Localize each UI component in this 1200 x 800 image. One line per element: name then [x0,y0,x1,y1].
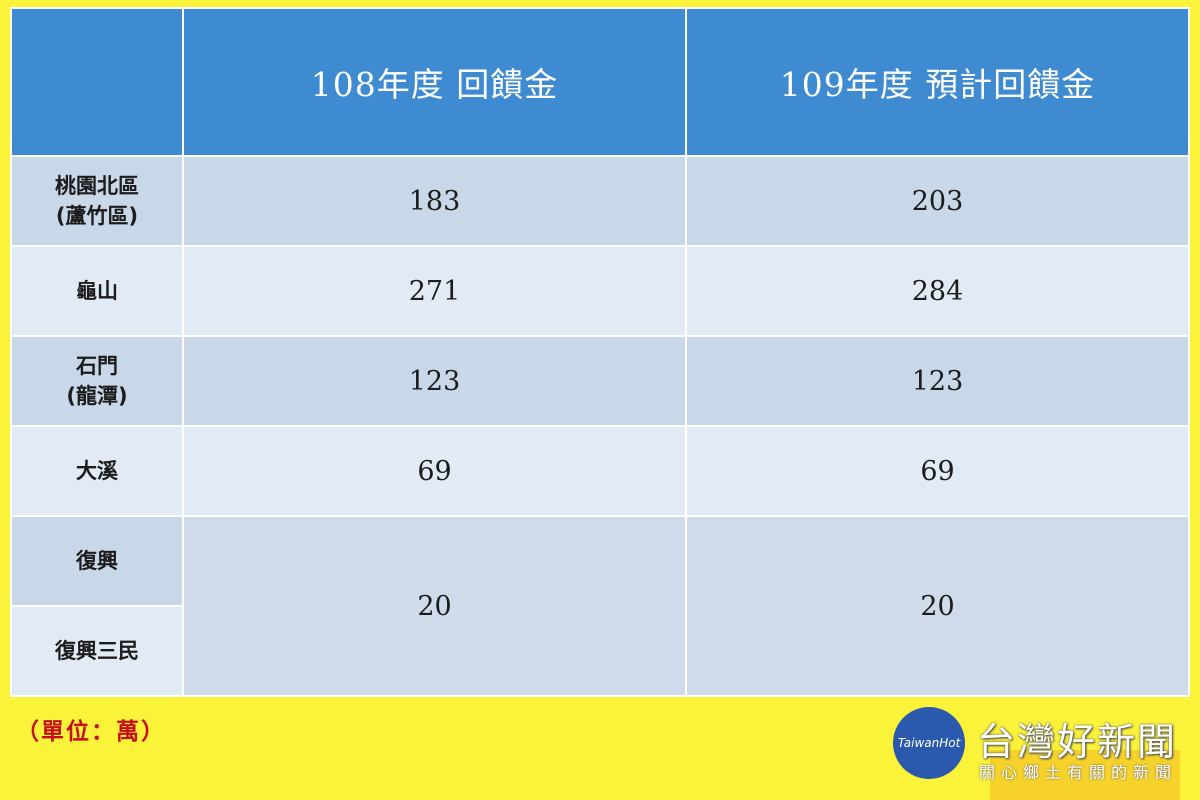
row-label: 石門 (龍潭) [10,335,184,427]
value-109-merged: 20 [685,515,1190,697]
row-label-line1: 石門 [76,354,118,378]
value-109: 69 [685,425,1190,517]
table-header-row: 108年度 回饋金 109年度 預計回饋金 [10,7,1190,157]
value-108: 69 [182,425,687,517]
row-label: 復興三民 [10,605,184,697]
header-108: 108年度 回饋金 [182,7,687,157]
unit-note: （單位：萬） [16,719,166,745]
table-row: 復興 20 20 [10,515,1190,697]
watermark-tagline: 關心鄉土有關的新聞 [979,763,1178,782]
watermark-logo: TaiwanHot 台灣好新聞 關心鄉土有關的新聞 [893,707,1193,800]
row-label: 大溪 [10,425,184,517]
value-108: 183 [182,155,687,247]
table-row: 復興三民 [10,605,1189,697]
value-109: 284 [685,245,1190,337]
taiwanhot-logo-icon: TaiwanHot [893,707,965,779]
background-banner-fragment [990,750,1180,800]
table-row: 龜山 271 284 [10,245,1190,337]
row-label-line2: (蘆竹區) [55,204,139,228]
table-row: 大溪 69 69 [10,425,1190,517]
value-108-merged: 20 [182,515,687,697]
corner-cell [10,7,184,157]
funding-table: 108年度 回饋金 109年度 預計回饋金 桃園北區 (蘆竹區) 183 203… [10,7,1190,697]
funding-table-container: 108年度 回饋金 109年度 預計回饋金 桃園北區 (蘆竹區) 183 203… [10,7,1190,697]
value-108: 271 [182,245,687,337]
row-label-line1: 桃園北區 [55,174,139,198]
row-label: 桃園北區 (蘆竹區) [10,155,184,247]
value-109: 203 [685,155,1190,247]
table-row: 桃園北區 (蘆竹區) 183 203 [10,155,1190,247]
watermark-name: 台灣好新聞 [977,720,1178,764]
table-row: 石門 (龍潭) 123 123 [10,335,1190,427]
header-109: 109年度 預計回饋金 [685,7,1190,157]
value-108: 123 [182,335,687,427]
row-label: 龜山 [10,245,184,337]
value-109: 123 [685,335,1190,427]
row-label: 復興 [10,515,184,607]
row-label-line2: (龍潭) [66,384,128,408]
